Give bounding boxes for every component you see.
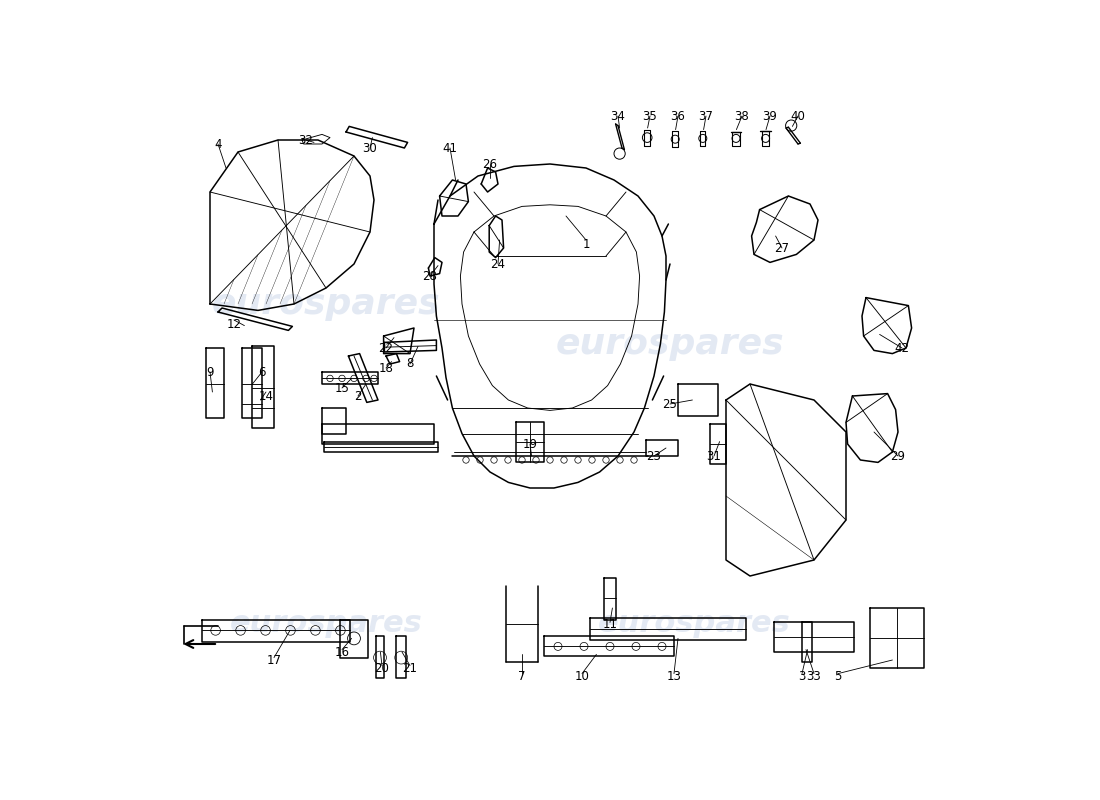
- Text: 31: 31: [706, 450, 722, 462]
- Text: 20: 20: [375, 662, 389, 674]
- Text: 22: 22: [378, 342, 394, 354]
- Text: eurospares: eurospares: [556, 327, 784, 361]
- Text: eurospares: eurospares: [597, 610, 791, 638]
- Text: 10: 10: [574, 670, 590, 682]
- Text: 34: 34: [610, 110, 626, 122]
- Text: 35: 35: [642, 110, 658, 122]
- Text: 8: 8: [406, 358, 414, 370]
- Text: 4: 4: [214, 138, 222, 150]
- Text: 25: 25: [662, 398, 678, 410]
- Text: 5: 5: [834, 670, 842, 682]
- Text: 30: 30: [363, 142, 377, 154]
- Text: 29: 29: [891, 450, 905, 462]
- Text: 39: 39: [762, 110, 778, 122]
- Text: 41: 41: [442, 142, 458, 154]
- Text: 17: 17: [266, 654, 282, 666]
- Text: 24: 24: [491, 258, 506, 270]
- Text: 15: 15: [334, 382, 350, 394]
- Text: 23: 23: [647, 450, 661, 462]
- Text: 16: 16: [334, 646, 350, 658]
- Text: 36: 36: [671, 110, 685, 122]
- Text: 7: 7: [518, 670, 526, 682]
- Text: eurospares: eurospares: [230, 610, 422, 638]
- Text: 11: 11: [603, 618, 617, 630]
- Text: 27: 27: [774, 242, 790, 254]
- Text: 28: 28: [422, 270, 438, 282]
- Text: 3: 3: [799, 670, 805, 682]
- Text: 9: 9: [207, 366, 213, 378]
- Text: 42: 42: [894, 342, 910, 354]
- Text: 14: 14: [258, 390, 274, 402]
- Text: 2: 2: [354, 390, 362, 402]
- Text: 40: 40: [791, 110, 805, 122]
- Text: 19: 19: [522, 438, 538, 450]
- Text: 6: 6: [258, 366, 266, 378]
- Text: 33: 33: [806, 670, 822, 682]
- Text: 1: 1: [582, 238, 590, 250]
- Text: 37: 37: [698, 110, 714, 122]
- Text: 13: 13: [667, 670, 681, 682]
- Text: 21: 21: [403, 662, 418, 674]
- Text: eurospares: eurospares: [211, 287, 440, 321]
- Text: 32: 32: [298, 134, 314, 146]
- Text: 38: 38: [735, 110, 749, 122]
- Text: 18: 18: [378, 362, 394, 374]
- Text: 26: 26: [483, 158, 497, 170]
- Text: 12: 12: [227, 318, 242, 330]
